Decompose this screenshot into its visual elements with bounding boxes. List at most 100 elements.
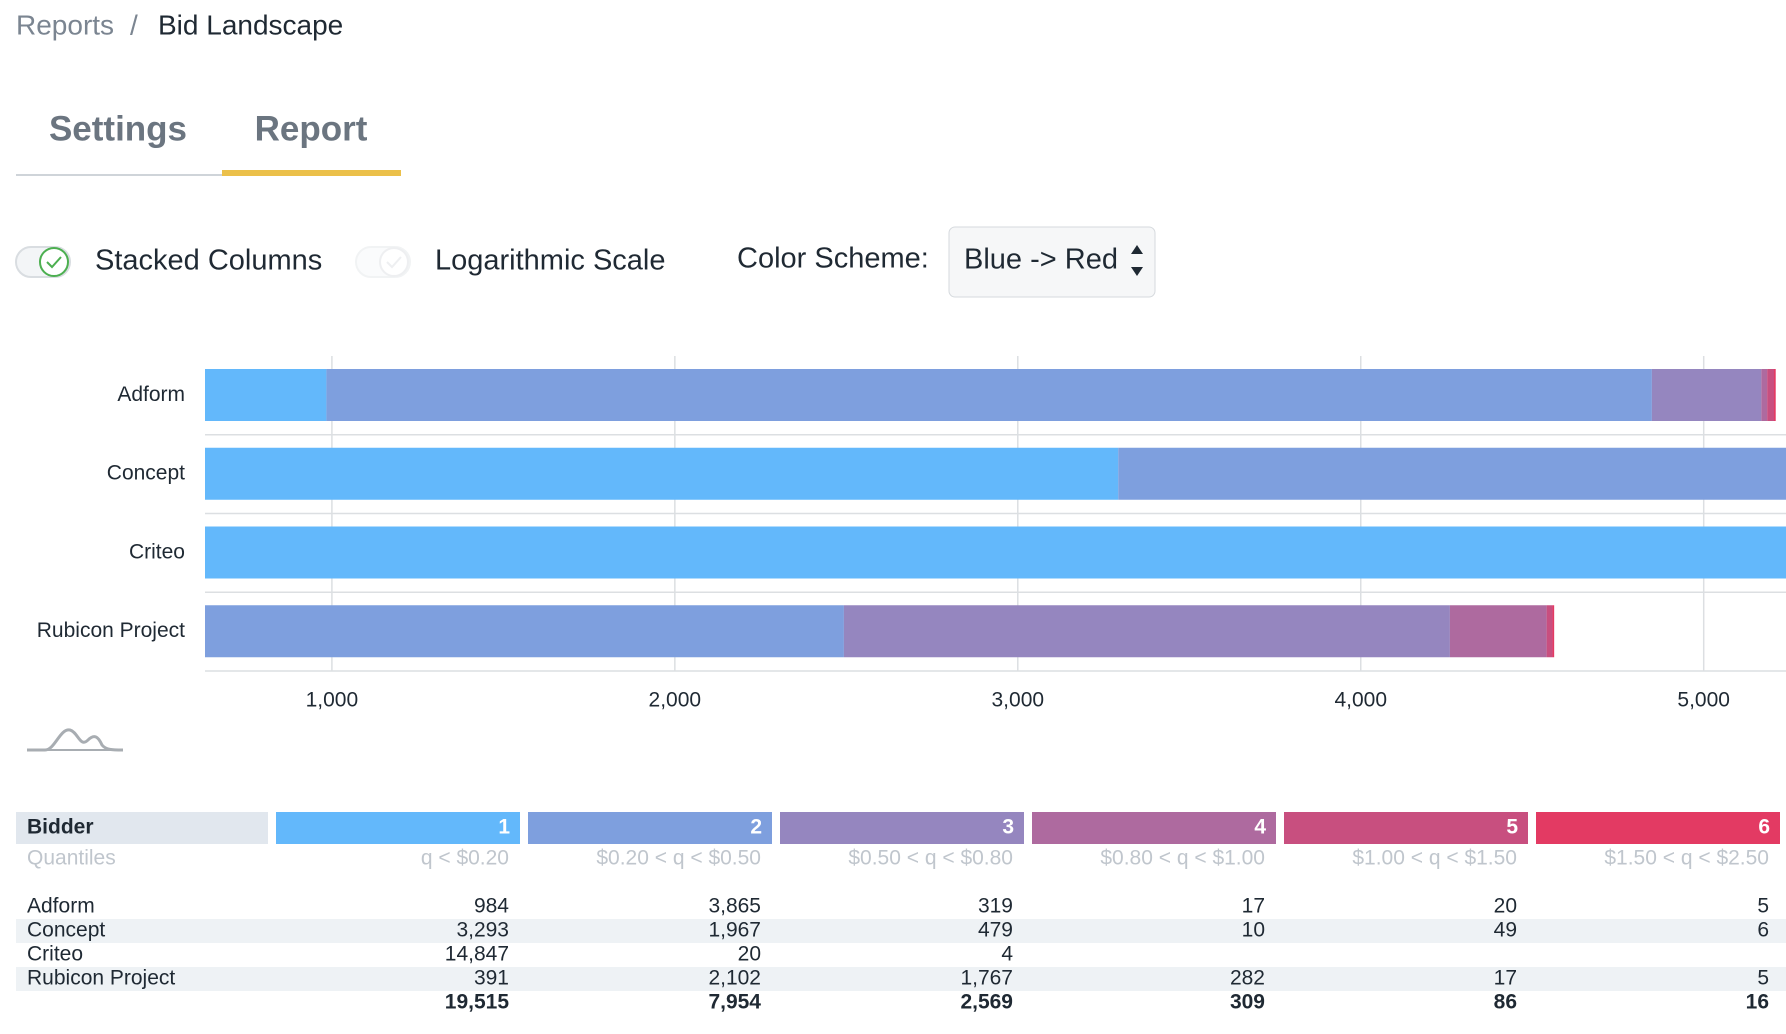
cell-value: 20	[738, 943, 761, 966]
bar-segment	[1546, 605, 1553, 658]
cell-value: 3,865	[708, 895, 761, 918]
legend-label: 2	[750, 816, 762, 839]
legend-cell	[528, 812, 772, 844]
total-value: 2,569	[960, 991, 1013, 1014]
bar-segment	[1118, 447, 1786, 500]
x-tick-label: 1,000	[306, 689, 359, 712]
x-tick-label: 5,000	[1677, 689, 1730, 712]
quantile-label: $0.50 < q < $0.80	[848, 847, 1013, 870]
row-label: Rubicon Project	[27, 967, 175, 990]
toggle-check	[46, 256, 62, 269]
legend-cell	[1284, 812, 1528, 844]
quantile-label: $1.50 < q < $2.50	[1604, 847, 1769, 870]
x-tick-label: 4,000	[1334, 689, 1387, 712]
total-value: 7,954	[708, 991, 761, 1014]
bar-segment	[1449, 605, 1547, 658]
select-value: Blue -> Red	[964, 244, 1118, 276]
cell-value: 319	[978, 895, 1013, 918]
toggle-knob	[39, 247, 69, 277]
total-value: 16	[1746, 991, 1769, 1014]
row-label: Concept	[27, 919, 105, 942]
bar-segment	[1761, 369, 1768, 421]
tab[interactable]: Settings	[49, 109, 187, 148]
row-stripe	[16, 967, 1786, 991]
toggle-check	[386, 256, 402, 269]
toggle-label: Stacked Columns	[95, 245, 322, 277]
quantile-label: $0.20 < q < $0.50	[596, 847, 761, 870]
bar-segment	[1767, 369, 1774, 421]
legend-label: 1	[498, 816, 510, 839]
select-label: Color Scheme:	[737, 243, 929, 275]
cell-value: 49	[1494, 919, 1517, 942]
cell-value: 282	[1230, 967, 1265, 990]
toggle-label: Logarithmic Scale	[435, 245, 666, 277]
legend-cell	[1032, 812, 1276, 844]
legend-cell	[780, 812, 1024, 844]
tab[interactable]: Report	[255, 109, 368, 148]
cell-value: 17	[1494, 967, 1517, 990]
total-value: 309	[1230, 991, 1265, 1014]
y-tick-label: Criteo	[129, 540, 185, 563]
quantile-label: $0.80 < q < $1.00	[1100, 847, 1265, 870]
legend-cell	[1536, 812, 1780, 844]
bar-segment	[205, 369, 327, 421]
breadcrumb-link[interactable]: Reports	[16, 9, 114, 40]
row-label: Adform	[27, 895, 95, 918]
toggle-knob	[379, 247, 409, 277]
bar-segment	[205, 447, 1119, 500]
legend-label: 4	[1254, 816, 1266, 839]
y-tick-label: Adform	[117, 383, 185, 406]
header-text: Bidder	[27, 816, 94, 839]
cell-value: 3,293	[456, 919, 509, 942]
cell-value: 6	[1757, 919, 1769, 942]
total-value: 19,515	[445, 991, 510, 1014]
select[interactable]: Blue -> Red	[948, 226, 1156, 298]
subheader-text: Quantiles	[27, 847, 116, 870]
chart: 1,000 2,000 3,000 4,000 5,000 Adform Concept Cr…	[37, 356, 1786, 712]
toggle[interactable]	[15, 246, 71, 278]
cell-value: 5	[1757, 895, 1769, 918]
toggle[interactable]	[355, 246, 411, 278]
bar-segment	[1552, 605, 1555, 658]
header-cell	[16, 812, 268, 844]
cell-value: 391	[474, 967, 509, 990]
bar-segment	[326, 369, 1652, 421]
bar-segment	[205, 605, 844, 658]
breadcrumb-separator: /	[130, 9, 138, 40]
quantile-label: q < $0.20	[421, 847, 509, 870]
cell-value: 14,847	[445, 943, 509, 966]
toggle-track	[355, 246, 411, 278]
bar-segment	[205, 526, 1786, 579]
cell-value: 5	[1757, 967, 1769, 990]
y-tick-label: Rubicon Project	[37, 619, 185, 642]
legend-label: 6	[1758, 816, 1770, 839]
y-tick-label: Concept	[107, 462, 185, 485]
x-tick-label: 2,000	[649, 689, 702, 712]
select-box	[948, 226, 1156, 298]
cell-value: 20	[1494, 895, 1517, 918]
sparkline-icon	[27, 728, 124, 752]
cell-value: 1,967	[708, 919, 761, 942]
select-arrows	[1131, 245, 1143, 276]
legend-label: 3	[1002, 816, 1014, 839]
cell-value: 4	[1001, 943, 1013, 966]
cell-value: 1,767	[960, 967, 1013, 990]
row-stripe	[16, 919, 1786, 943]
cell-value: 10	[1242, 919, 1265, 942]
bar-segment	[1651, 369, 1762, 421]
breadcrumb-current: Bid Landscape	[158, 9, 343, 40]
bar-segment	[843, 605, 1450, 658]
total-value: 86	[1494, 991, 1517, 1014]
row-label: Criteo	[27, 943, 83, 966]
x-tick-label: 3,000	[992, 689, 1045, 712]
table: Bidder Quantiles AdformConceptCriteoRubico…	[16, 812, 1786, 1014]
legend-cell	[276, 812, 520, 844]
bar-segment	[1773, 369, 1776, 421]
quantile-label: $1.00 < q < $1.50	[1352, 847, 1517, 870]
cell-value: 17	[1242, 895, 1265, 918]
cell-value: 2,102	[708, 967, 761, 990]
cell-value: 984	[474, 895, 509, 918]
cell-value: 479	[978, 919, 1013, 942]
